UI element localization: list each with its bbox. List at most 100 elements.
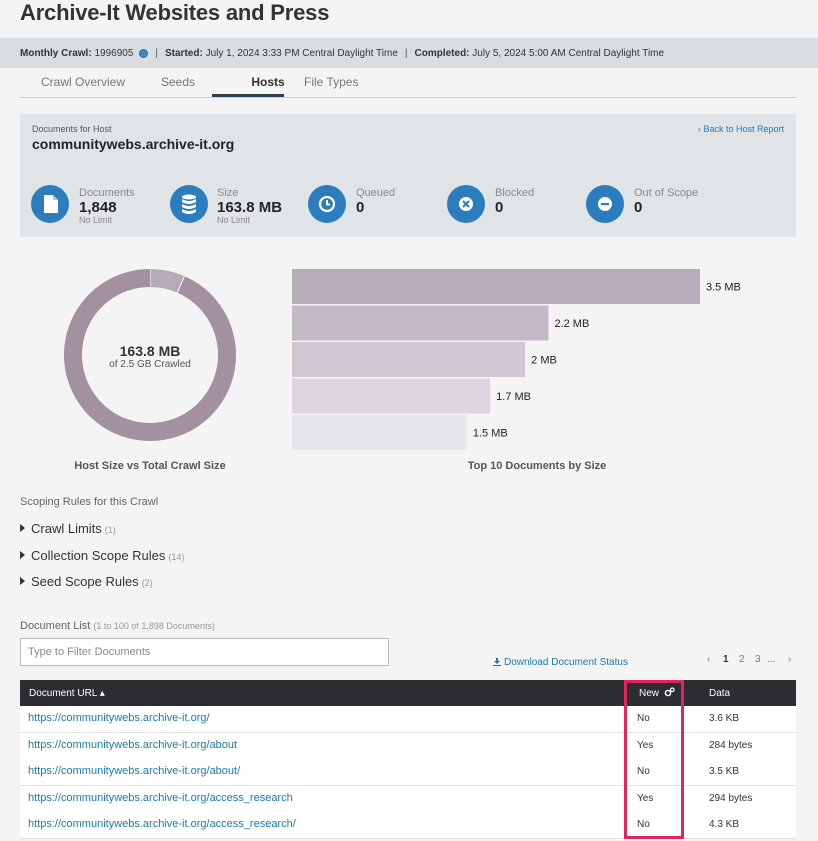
document-list-title-text: Document List — [20, 620, 91, 632]
donut-chart-caption: Host Size vs Total Crawl Size — [74, 460, 226, 472]
donut-chart — [64, 269, 236, 441]
document-url-link[interactable]: https://communitywebs.archive-it.org/acc… — [28, 792, 293, 804]
page-1-link[interactable]: 1 — [723, 654, 729, 665]
bar-3[interactable] — [292, 342, 526, 377]
stat-out-of-scope-value: 0 — [634, 199, 643, 216]
chevron-right-icon[interactable]: › — [788, 654, 792, 665]
tab-seeds[interactable]: Seeds — [161, 75, 196, 89]
stat-size-sub: No Limit — [217, 215, 251, 225]
completed-label: Completed: — [414, 47, 470, 59]
page-title: Archive-It Websites and Press — [20, 0, 330, 25]
host-summary-panel: Documents for Host communitywebs.archive… — [20, 114, 796, 237]
tab-file-types[interactable]: File Types — [304, 75, 359, 89]
stat-documents-sub: No Limit — [79, 215, 113, 225]
donut-slice-separator — [176, 275, 185, 293]
scope-item-label: Seed Scope Rules — [31, 574, 139, 589]
stat-blocked-label: Blocked — [495, 187, 535, 199]
chevron-left-icon[interactable]: ‹ — [707, 654, 711, 665]
bar-chart: 3.5 MB 2.2 MB 2 MB 1.7 MB 1.5 MB — [292, 269, 741, 450]
bar-value-label: 1.5 MB — [473, 428, 508, 440]
new-cell: No — [637, 713, 650, 724]
bar-value-label: 1.7 MB — [496, 391, 531, 403]
tab-crawl-overview[interactable]: Crawl Overview — [41, 75, 126, 89]
crawl-info-bar: Monthly Crawl: 1996905 | Started: July 1… — [0, 38, 818, 68]
document-icon — [31, 185, 69, 223]
stat-blocked-value: 0 — [495, 199, 504, 216]
download-document-status-link[interactable]: Download Document Status — [493, 657, 628, 668]
scope-item-count: (2) — [141, 578, 153, 588]
document-url-link[interactable]: https://communitywebs.archive-it.org/abo… — [28, 739, 238, 751]
data-cell: 3.6 KB — [709, 713, 740, 724]
caret-right-icon — [20, 577, 25, 585]
back-to-host-report-link[interactable]: ‹ Back to Host Report — [697, 124, 784, 134]
donut-slice-host — [149, 269, 185, 293]
download-label: Download Document Status — [504, 657, 628, 668]
bar-2[interactable] — [292, 305, 549, 341]
minus-circle-icon — [586, 185, 624, 223]
donut-slice-other — [64, 269, 236, 441]
data-cell: 284 bytes — [709, 740, 753, 751]
document-table-header: Document URL ▴ New Data — [20, 680, 796, 706]
table-row: https://communitywebs.archive-it.org/ No… — [20, 706, 796, 733]
column-header-data[interactable]: Data — [709, 688, 731, 699]
blocked-icon — [447, 185, 485, 223]
completed-value: July 5, 2024 5:00 AM Central Daylight Ti… — [472, 47, 665, 59]
crawl-id: 1996905 — [94, 47, 134, 59]
stat-size-value: 163.8 MB — [217, 199, 283, 216]
active-tab-indicator — [212, 94, 284, 97]
started-label: Started: — [165, 47, 203, 59]
table-row: https://communitywebs.archive-it.org/acc… — [20, 812, 796, 839]
download-icon — [493, 658, 501, 666]
new-cell: No — [637, 766, 650, 777]
pager-ellipsis: ... — [767, 654, 776, 665]
bar-5[interactable] — [292, 415, 467, 450]
crawl-label: Monthly Crawl: — [20, 47, 92, 59]
separator: | — [404, 47, 408, 59]
new-cell: Yes — [637, 740, 654, 751]
title-bar: Archive-It Websites and Press — [0, 0, 818, 38]
host-label: Documents for Host — [32, 124, 112, 134]
stat-out-of-scope-label: Out of Scope — [634, 187, 699, 199]
stat-documents-label: Documents — [79, 187, 135, 199]
bar-value-label: 2 MB — [531, 355, 557, 367]
scope-item-label: Crawl Limits — [31, 521, 102, 536]
table-row: https://communitywebs.archive-it.org/acc… — [20, 786, 796, 813]
data-cell: 3.5 KB — [709, 766, 740, 777]
page-2-link[interactable]: 2 — [739, 654, 745, 665]
scope-item-count: (14) — [168, 552, 185, 562]
bar-chart-caption: Top 10 Documents by Size — [467, 460, 607, 472]
filter-documents-input[interactable] — [20, 638, 389, 666]
scope-item-crawl-limits[interactable]: Crawl Limits (1) — [20, 521, 116, 536]
donut-center-sub: of 2.5 GB Crawled — [109, 359, 191, 370]
separator: | — [155, 47, 158, 59]
scope-item-seed-scope-rules[interactable]: Seed Scope Rules (2) — [20, 574, 153, 589]
caret-right-icon — [20, 551, 25, 559]
document-list-title: Document List (1 to 100 of 1,898 Documen… — [20, 620, 215, 632]
bar-value-label: 2.2 MB — [554, 318, 589, 330]
column-header-url[interactable]: Document URL ▴ — [29, 688, 105, 699]
document-url-link[interactable]: https://communitywebs.archive-it.org/ — [28, 712, 210, 724]
stat-size-label: Size — [217, 187, 239, 199]
globe-icon[interactable] — [139, 48, 149, 58]
page-3-link[interactable]: 3 — [755, 654, 761, 665]
clock-icon — [308, 185, 346, 223]
table-row: https://communitywebs.archive-it.org/abo… — [20, 733, 796, 760]
bar-1[interactable] — [292, 269, 700, 304]
database-icon — [170, 185, 208, 223]
stat-queued-value: 0 — [356, 199, 365, 216]
tab-hosts[interactable]: Hosts — [251, 75, 285, 89]
gears-icon[interactable] — [664, 687, 675, 698]
column-header-new[interactable]: New — [639, 688, 660, 699]
scoping-rules-title: Scoping Rules for this Crawl — [20, 496, 159, 508]
document-url-link[interactable]: https://communitywebs.archive-it.org/abo… — [28, 765, 241, 777]
document-url-link[interactable]: https://communitywebs.archive-it.org/acc… — [28, 818, 296, 830]
donut-center-value: 163.8 MB — [119, 343, 181, 359]
document-list-subtitle: (1 to 100 of 1,898 Documents) — [93, 621, 215, 631]
bar-4[interactable] — [292, 378, 491, 414]
scope-item-collection-scope-rules[interactable]: Collection Scope Rules (14) — [20, 548, 184, 563]
data-cell: 4.3 KB — [709, 819, 740, 830]
scope-item-label: Collection Scope Rules — [31, 548, 166, 563]
table-row: https://communitywebs.archive-it.org/abo… — [20, 759, 796, 786]
caret-right-icon — [20, 524, 25, 532]
tab-bar: Crawl Overview Seeds Hosts File Types — [20, 68, 796, 98]
